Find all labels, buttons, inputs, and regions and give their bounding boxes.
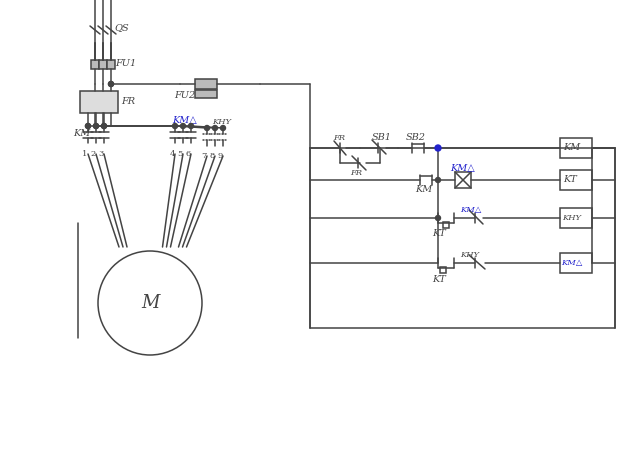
Text: SB1: SB1 [372,132,392,142]
Bar [440,267,446,273]
Text: KM△: KM△ [561,259,582,267]
Bar [560,208,592,228]
Bar [560,170,592,190]
Circle shape [102,124,106,129]
Text: 1: 1 [83,150,88,158]
Circle shape [435,178,440,182]
Text: QS: QS [114,23,129,33]
Circle shape [109,82,113,87]
Text: KT: KT [563,175,577,185]
Text: FR: FR [333,134,345,142]
Text: M: M [141,294,159,312]
Text: KHY: KHY [562,214,581,222]
Text: 7: 7 [202,152,207,160]
Circle shape [109,82,113,87]
Text: FU1: FU1 [115,59,136,67]
Text: KM: KM [73,129,90,137]
Circle shape [93,124,99,129]
Bar [560,138,592,158]
Bar [91,60,99,69]
Circle shape [189,124,193,129]
Circle shape [212,125,218,131]
Text: 6: 6 [186,150,191,158]
Bar [195,90,217,98]
Text: 3: 3 [99,150,104,158]
Text: 8: 8 [209,152,214,160]
Text: KM: KM [415,185,432,195]
Text: 2: 2 [90,150,95,158]
Circle shape [435,145,441,151]
Bar [560,253,592,273]
Text: KM△: KM△ [172,116,196,125]
Text: 9: 9 [218,152,223,160]
Text: KHY: KHY [212,118,231,126]
Circle shape [221,125,225,131]
Bar [80,91,118,113]
Text: 5: 5 [177,150,182,158]
Circle shape [86,124,90,129]
Text: KM△: KM△ [450,164,475,173]
Bar [99,60,107,69]
Text: KHY: KHY [460,251,479,259]
Circle shape [86,124,90,129]
Text: FU2: FU2 [174,91,195,99]
Text: KT: KT [432,229,445,239]
Circle shape [102,124,106,129]
Circle shape [205,125,209,131]
Bar [107,60,115,69]
Text: FR: FR [121,98,135,107]
Circle shape [180,124,186,129]
Text: SB2: SB2 [406,132,426,142]
Circle shape [173,124,177,129]
Bar [443,222,449,228]
Text: KM△: KM△ [460,206,481,214]
Bar [455,172,471,188]
Circle shape [93,124,99,129]
Bar [195,79,217,89]
Text: FR: FR [350,169,362,177]
Circle shape [435,216,440,220]
Text: 4: 4 [169,150,175,158]
Text: KT: KT [432,276,445,284]
Text: KM: KM [563,143,580,153]
